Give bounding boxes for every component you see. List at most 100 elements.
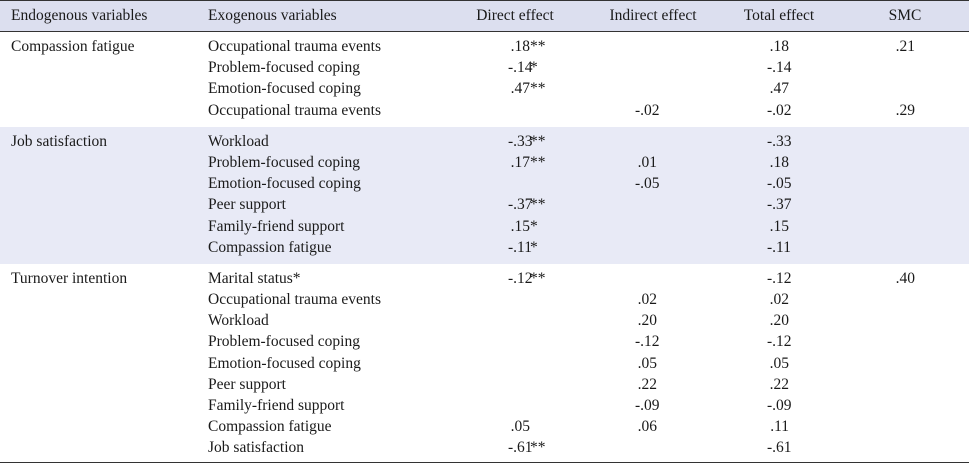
exogenous-variable: Family-friend support <box>208 217 345 235</box>
indirect-effect <box>598 237 708 258</box>
exogenous-variable: Emotion-focused coping <box>208 80 361 98</box>
total-effect-value: .18 <box>769 153 789 171</box>
table-row: Workload .20 .20 <box>0 310 969 331</box>
smc-value <box>860 216 950 237</box>
direct-effect: -.11 * <box>472 237 558 258</box>
indirect-effect <box>598 268 708 289</box>
total-effect-value: -.37 <box>767 196 792 214</box>
table-row: Peer support -.37 ** -.37 <box>0 194 969 215</box>
table-row: Compassion fatigue Occupational trauma ev… <box>0 36 969 57</box>
total-effect-value: .11 <box>770 418 789 436</box>
smc-value <box>860 131 950 152</box>
smc-value-value: .40 <box>895 269 915 287</box>
indirect-effect-value: .20 <box>637 312 657 330</box>
total-effect-value: .05 <box>769 354 789 372</box>
significance-marker: ** <box>530 38 546 55</box>
indirect-effect-value: -.02 <box>635 101 660 119</box>
endogenous-variable: Turnover intention <box>11 269 128 287</box>
direct-effect-value: .47 <box>510 80 530 98</box>
exogenous-variable: Problem-focused coping <box>208 333 360 351</box>
total-effect: .47 <box>735 78 823 99</box>
smc-value <box>860 416 950 437</box>
table-row: Emotion-focused coping -.05 -.05 <box>0 173 969 194</box>
indirect-effect-value: .01 <box>637 153 657 171</box>
table-row: Compassion fatigue .05 .06 .11 <box>0 416 969 437</box>
total-effect: -.33 <box>735 131 823 152</box>
indirect-effect <box>598 78 708 99</box>
direct-effect-value: .05 <box>510 418 530 436</box>
total-effect-value: -.14 <box>767 59 792 77</box>
total-effect: -.05 <box>735 173 823 194</box>
significance-marker: ** <box>530 269 546 287</box>
smc-value <box>860 353 950 374</box>
indirect-effect <box>598 437 708 458</box>
indirect-effect: .05 <box>598 353 708 374</box>
total-effect: -.09 <box>735 395 823 416</box>
smc-value: .29 <box>860 100 950 121</box>
exogenous-variable: Problem-focused coping <box>208 153 360 171</box>
direct-effect: -.12 ** <box>472 268 558 289</box>
indirect-effect <box>598 216 708 237</box>
direct-effect-value: -.37 <box>508 196 533 214</box>
table-body: Compassion fatigue Occupational trauma ev… <box>0 32 969 462</box>
indirect-effect-value: .02 <box>637 291 657 309</box>
row-group: Compassion fatigue Occupational trauma ev… <box>0 32 969 127</box>
direct-effect: -.61 ** <box>472 437 558 458</box>
direct-effect-value: -.14 <box>508 59 533 77</box>
total-effect-value: -.61 <box>767 439 792 457</box>
indirect-effect: -.12 <box>598 331 708 352</box>
total-effect-value: .20 <box>769 312 789 330</box>
endogenous-variable: Compassion fatigue <box>11 38 135 55</box>
endogenous-variable: Job satisfaction <box>11 132 107 150</box>
table-row: Job satisfaction Workload -.33 ** -.33 <box>0 131 969 152</box>
exogenous-variable: Workload <box>208 312 269 330</box>
direct-effect <box>472 395 558 416</box>
exogenous-variable: Occupational trauma events <box>208 38 382 55</box>
direct-effect-value: -.12 <box>508 269 533 287</box>
total-effect: .20 <box>735 310 823 331</box>
header-exogenous: Exogenous variables <box>208 7 337 24</box>
indirect-effect: .20 <box>598 310 708 331</box>
exogenous-variable: Compassion fatigue <box>208 418 332 436</box>
total-effect-value: -.02 <box>767 101 792 119</box>
direct-effect: .47 ** <box>472 78 558 99</box>
direct-effect: .05 <box>472 416 558 437</box>
direct-effect <box>472 353 558 374</box>
total-effect-value: .47 <box>769 80 789 98</box>
exogenous-variable: Workload <box>208 132 269 150</box>
total-effect: -.11 <box>735 237 823 258</box>
exogenous-variable: Peer support <box>208 375 286 393</box>
indirect-effect: -.02 <box>598 100 708 121</box>
smc-value <box>860 194 950 215</box>
direct-effect: .18 ** <box>472 36 558 57</box>
direct-effect-value: .18 <box>510 38 530 55</box>
significance-marker: * <box>530 59 538 77</box>
total-effect: .18 <box>735 152 823 173</box>
table-row: Compassion fatigue -.11 * -.11 <box>0 237 969 258</box>
direct-effect-value: .15 <box>510 217 530 235</box>
exogenous-variable: Emotion-focused coping <box>208 354 361 372</box>
indirect-effect-value: .22 <box>637 375 657 393</box>
total-effect: -.02 <box>735 100 823 121</box>
exogenous-variable: Job satisfaction <box>208 439 304 457</box>
smc-value-value: .29 <box>895 101 915 119</box>
header-smc: SMC <box>888 7 922 24</box>
row-group: Turnover intention Marital status* -.12 ** -… <box>0 264 969 462</box>
exogenous-variable: Occupational trauma events <box>208 291 382 309</box>
indirect-effect <box>598 36 708 57</box>
total-effect-value: -.11 <box>767 238 791 256</box>
header-total-effect: Total effect <box>743 7 815 24</box>
table-row: Family-friend support .15 * .15 <box>0 216 969 237</box>
table-row: Family-friend support -.09 -.09 <box>0 395 969 416</box>
smc-value <box>860 331 950 352</box>
indirect-effect: -.09 <box>598 395 708 416</box>
smc-value <box>860 237 950 258</box>
exogenous-variable: Family-friend support <box>208 397 345 414</box>
smc-value <box>860 437 950 458</box>
direct-effect-value: -.33 <box>508 132 533 150</box>
table-row: Turnover intention Marital status* -.12 ** -… <box>0 268 969 289</box>
total-effect: -.37 <box>735 194 823 215</box>
table-header: Endogenous variables Exogenous variables… <box>0 0 969 32</box>
table-row: Problem-focused coping -.12 -.12 <box>0 331 969 352</box>
table-row: Peer support .22 .22 <box>0 374 969 395</box>
